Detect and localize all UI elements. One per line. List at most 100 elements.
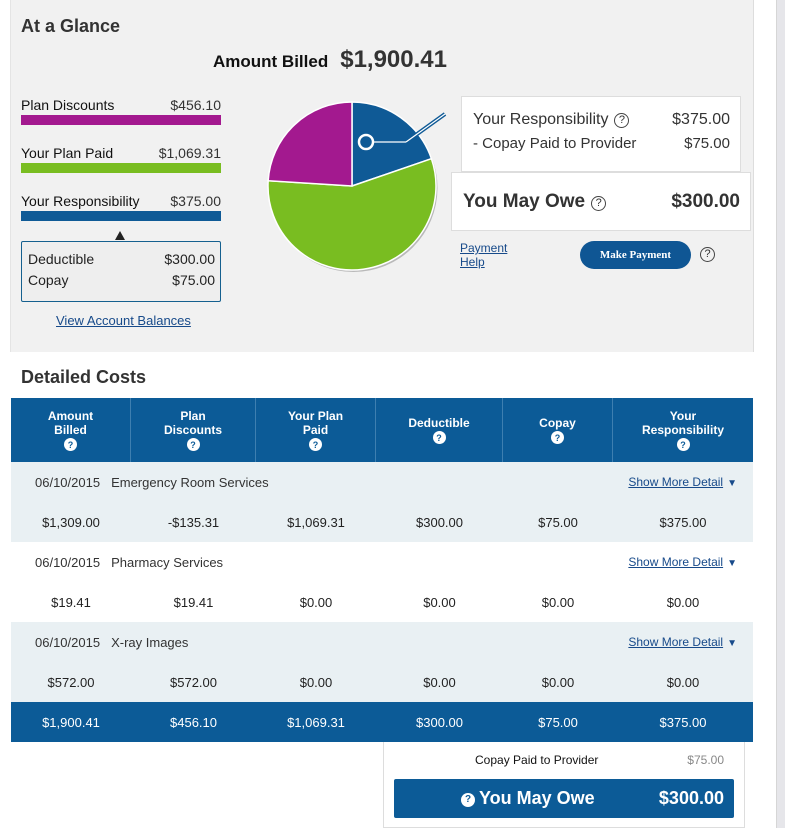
legend-label: Your Responsibility (21, 193, 140, 209)
table-row: $19.41 $19.41 $0.00 $0.00 $0.00 $0.00 (11, 582, 753, 622)
cell-your-responsibility: $0.00 (666, 594, 700, 610)
legend-plan-paid: Your Plan Paid $1,069.31 (21, 145, 221, 173)
claim-header: 06/10/2015 X-ray Images Show More Detail… (11, 622, 753, 662)
cell-deductible: $300.00 (416, 514, 463, 530)
cell-copay: $0.00 (541, 674, 575, 690)
legend-label: Your Plan Paid (21, 145, 114, 161)
caret-down-icon: ▼ (727, 638, 737, 649)
breakdown-label: Deductible (28, 251, 95, 267)
caret-down-icon: ▼ (727, 558, 737, 569)
caret-down-icon: ▼ (727, 478, 737, 489)
help-icon[interactable]: ? (461, 792, 475, 807)
total-plan-paid: $1,069.31 (287, 714, 345, 730)
cell-your-responsibility: $0.00 (666, 674, 700, 690)
cell-plan-paid: $1,069.31 (287, 514, 345, 530)
at-a-glance-panel: At a Glance Amount Billed $1,900.41 Plan… (10, 0, 754, 352)
help-icon[interactable]: ? (186, 438, 200, 451)
cell-your-responsibility: $375.00 (659, 514, 707, 530)
total-your-responsibility: $375.00 (659, 714, 707, 730)
claim-header: 06/10/2015 Pharmacy Services Show More D… (11, 542, 753, 582)
table-row: $1,309.00 -$135.31 $1,069.31 $300.00 $75… (11, 502, 753, 542)
claim-description: X-ray Images (111, 634, 189, 650)
breakdown-label: Copay (28, 272, 69, 288)
claim-group: 06/10/2015 X-ray Images Show More Detail… (11, 622, 753, 702)
legend-color-bar (21, 211, 221, 221)
legend-your-responsibility: Your Responsibility $375.00 (21, 193, 221, 221)
claim-header: 06/10/2015 Emergency Room Services Show … (11, 462, 753, 502)
total-amount-billed: $1,900.41 (42, 714, 100, 730)
owe-summary-panel: Copay Paid to Provider $75.00 ? You May O… (383, 742, 745, 828)
breakdown-amount: $75.00 (172, 272, 215, 288)
amount-billed-value: $1,900.41 (340, 46, 447, 73)
cell-plan-paid: $0.00 (299, 674, 333, 690)
show-more-detail-link[interactable]: Show More Detail ▼ (628, 475, 737, 489)
help-icon[interactable]: ? (591, 195, 607, 211)
column-header-deductible: Deductible? (376, 398, 503, 462)
pie-slice-plan-discounts (267, 101, 353, 187)
cell-deductible: $0.00 (423, 594, 456, 610)
you-may-owe-summary: You May Owe? $300.00 (451, 172, 751, 231)
you-may-owe-value: $300.00 (658, 788, 724, 808)
cell-plan-discounts: -$135.31 (167, 514, 220, 530)
amount-billed-label: Amount Billed (213, 52, 329, 71)
column-header-plan-paid: Your Plan Paid? (256, 398, 376, 462)
view-account-balances-link[interactable]: View Account Balances (56, 313, 191, 328)
cell-plan-paid: $0.00 (299, 594, 333, 610)
cell-plan-discounts: $19.41 (173, 594, 214, 610)
cell-amount-billed: $572.00 (47, 674, 95, 690)
copay-paid-value: $75.00 (687, 753, 724, 767)
help-icon[interactable]: ? (676, 438, 690, 451)
you-may-owe-label: You May Owe (479, 788, 595, 808)
payment-help-link[interactable]: Payment Help (460, 241, 508, 269)
legend-amount: $456.10 (170, 97, 221, 113)
total-copay: $75.00 (538, 714, 578, 730)
help-icon[interactable]: ? (432, 431, 446, 444)
you-may-owe-label: You May Owe (463, 190, 586, 212)
legend-plan-discounts: Plan Discounts $456.10 (21, 97, 221, 125)
cell-amount-billed: $1,309.00 (42, 514, 100, 530)
help-icon[interactable]: ? (551, 431, 564, 444)
legend-label: Plan Discounts (21, 97, 115, 113)
cell-copay: $75.00 (538, 514, 578, 530)
total-plan-discounts: $456.10 (170, 714, 217, 730)
show-more-detail-link[interactable]: Show More Detail ▼ (628, 555, 737, 569)
help-icon[interactable]: ? (614, 113, 630, 128)
cell-plan-discounts: $572.00 (170, 674, 217, 690)
show-more-detail-link[interactable]: Show More Detail ▼ (628, 635, 737, 649)
copay-paid-value: $75.00 (684, 135, 730, 152)
make-payment-button[interactable]: Make Payment (580, 241, 691, 269)
amount-billed: Amount Billed $1,900.41 (213, 46, 447, 74)
help-icon[interactable]: ? (64, 438, 77, 451)
detailed-costs-title: Detailed Costs (21, 367, 147, 387)
pie-pointer-dot (357, 133, 375, 151)
responsibility-label: Your Responsibility (473, 111, 609, 128)
column-header-copay: Copay? (503, 398, 613, 462)
detailed-costs-table: Amount Billed? Plan Discounts? Your Plan Pa… (11, 398, 753, 742)
copay-paid-label: Copay Paid to Provider (475, 753, 599, 767)
legend-amount: $1,069.31 (158, 145, 221, 161)
table-row: $572.00 $572.00 $0.00 $0.00 $0.00 $0.00 (11, 662, 753, 702)
claim-date: 06/10/2015 (35, 474, 101, 490)
claim-group: 06/10/2015 Pharmacy Services Show More D… (11, 542, 753, 622)
claim-description: Emergency Room Services (111, 474, 269, 490)
help-icon[interactable]: ? (309, 438, 322, 451)
cell-amount-billed: $19.41 (51, 594, 91, 610)
at-a-glance-title: At a Glance (21, 16, 121, 36)
claim-date: 06/10/2015 (35, 554, 101, 570)
help-icon[interactable]: ? (700, 247, 715, 262)
total-deductible: $300.00 (416, 714, 463, 730)
legend-color-bar (21, 163, 221, 173)
window-scrollbar[interactable] (776, 0, 785, 828)
pie-slice-your-plan-paid (267, 157, 437, 271)
legend-amount: $375.00 (170, 193, 221, 209)
responsibility-breakdown: Deductible $300.00 Copay $75.00 (21, 241, 221, 302)
cell-copay: $0.00 (541, 594, 575, 610)
column-header-your-responsibility: Your Responsibility? (641, 409, 724, 451)
cell-deductible: $0.00 (423, 674, 456, 690)
responsibility-value: $375.00 (672, 111, 730, 128)
cost-pie-chart (267, 101, 447, 272)
totals-row: $1,900.41 $456.10 $1,069.31 $300.00 $75.… (11, 702, 753, 742)
responsibility-summary: Your Responsibility? $375.00 - Copay Pai… (461, 96, 741, 172)
pie-pointer-highlight (405, 113, 446, 143)
breakdown-amount: $300.00 (164, 251, 215, 267)
